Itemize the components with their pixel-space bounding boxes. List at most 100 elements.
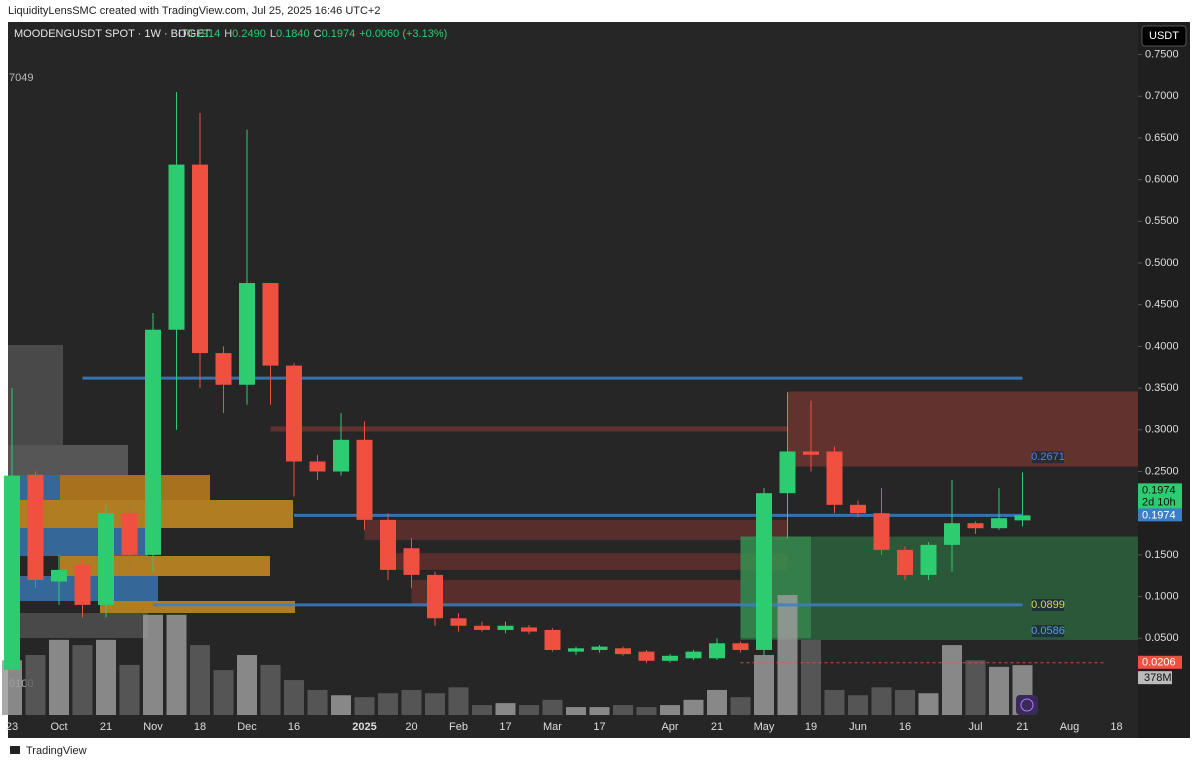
axis-marker (1138, 483, 1182, 510)
currency-button[interactable] (1141, 25, 1187, 47)
candle-body (27, 474, 44, 580)
volume-bar (425, 693, 445, 715)
volume-bar (989, 666, 1009, 715)
y-tick-label: 0.1500 (1145, 549, 1179, 561)
x-tick-label: 21 (1016, 721, 1028, 733)
volume-bar (260, 664, 281, 715)
ohlc-key: L (270, 28, 276, 40)
zone (364, 519, 788, 540)
candle-body (403, 548, 420, 575)
volume-bar (730, 697, 751, 715)
level-label: 0.2671 (1031, 451, 1065, 463)
x-tick-label: 19 (805, 721, 817, 733)
x-tick-label: 2025 (352, 721, 376, 733)
x-tick-label: Aug (1060, 721, 1080, 733)
tv-logo (10, 746, 20, 754)
volume-bar (519, 705, 539, 715)
volume-bar (566, 707, 586, 715)
y-tick-label: 0.4500 (1145, 299, 1179, 311)
volume-bar (683, 699, 704, 715)
level-label-box (1032, 451, 1064, 464)
ohlc-value: 0.2490 (232, 28, 266, 40)
volume-bar (942, 645, 962, 715)
candle-body (897, 549, 913, 575)
zone (787, 391, 1138, 467)
x-tick-label: 23 (6, 721, 18, 733)
x-axis: 23 Oct 21 Nov 18 Dec 16 2025 20 Feb 17 Mar 17 Apr 21 Ma… (6, 721, 1123, 733)
x-tick-label: Jul (968, 721, 982, 733)
price-axis (1138, 22, 1190, 738)
x-tick-label: May (754, 721, 775, 733)
candle-body (497, 625, 514, 630)
candle-body (380, 519, 396, 570)
x-tick-label: 17 (499, 721, 511, 733)
flash-icon-ring (1020, 698, 1034, 712)
volume-bar (49, 639, 69, 715)
candle-body (286, 365, 302, 462)
y-tick-label: 0.2500 (1145, 465, 1179, 477)
y-tick-label: 0.5000 (1145, 257, 1179, 269)
zone (411, 579, 741, 605)
candle-body (168, 164, 185, 330)
volume-bar (237, 655, 257, 715)
zone (388, 553, 788, 570)
level-label: 0.0586 (1031, 625, 1065, 637)
time-axis (8, 715, 1138, 738)
profile-bar (60, 475, 210, 500)
ohlc-value: 0.1840 (276, 28, 310, 40)
candle-body (967, 523, 984, 529)
x-tick-label: 16 (899, 721, 911, 733)
volume-bar (777, 595, 798, 715)
edge-label: 7049 (9, 72, 33, 84)
candle-body (709, 643, 725, 659)
volume-marker (1138, 671, 1172, 685)
candle-body (920, 544, 937, 575)
candle-body (427, 574, 443, 619)
candle-body (121, 513, 138, 555)
ohlc-value: 0.1974 (322, 28, 356, 40)
footer: TradingView (26, 745, 87, 757)
flash-icon[interactable] (1016, 695, 1038, 715)
axis-marker-label: 0.1974 (1142, 509, 1176, 521)
volume-bar (72, 645, 93, 715)
volume-bar (25, 655, 46, 715)
candle-body (215, 353, 232, 385)
volume-bar (542, 699, 563, 715)
candle-body (568, 648, 584, 652)
volume-bar (918, 693, 939, 715)
x-tick-label: Oct (50, 721, 67, 733)
volume-bar (495, 703, 516, 715)
candle-body (262, 283, 279, 366)
candle-body (779, 451, 796, 494)
volume-bar (660, 705, 680, 715)
zone (740, 536, 811, 639)
volume-bar (96, 639, 116, 715)
ohlc-key: H (224, 28, 232, 40)
candle-body (638, 651, 655, 661)
y-tick-label: 0.6000 (1145, 174, 1179, 186)
x-tick-label: Nov (143, 721, 163, 733)
candle-body (873, 513, 890, 550)
x-tick-label: 16 (288, 721, 300, 733)
currency[interactable]: USDT (1149, 30, 1179, 42)
plot: 0.2671 0.0899 0.0586 (2, 92, 1138, 715)
level-label-box (1032, 625, 1064, 638)
candle-body (4, 475, 20, 670)
level-label: 0.0899 (1031, 599, 1065, 611)
volume-bar (707, 689, 727, 715)
x-tick-label: 20 (405, 721, 417, 733)
candle-body (74, 564, 91, 605)
volume-bar (166, 614, 187, 715)
axis-marker-sub: 2d 10h (1142, 496, 1176, 508)
candle-body (145, 329, 161, 555)
y-tick-label: 0.4000 (1145, 340, 1179, 352)
candle-body (51, 569, 67, 582)
candle-body (991, 518, 1007, 529)
volume-bar (378, 693, 398, 715)
profile-bar (8, 613, 148, 638)
axis-marker-label: 0.1974 (1142, 484, 1176, 496)
volume-bar (119, 664, 140, 715)
x-tick-label: Jun (849, 721, 867, 733)
zone (270, 426, 788, 432)
volume-bar (472, 705, 492, 715)
